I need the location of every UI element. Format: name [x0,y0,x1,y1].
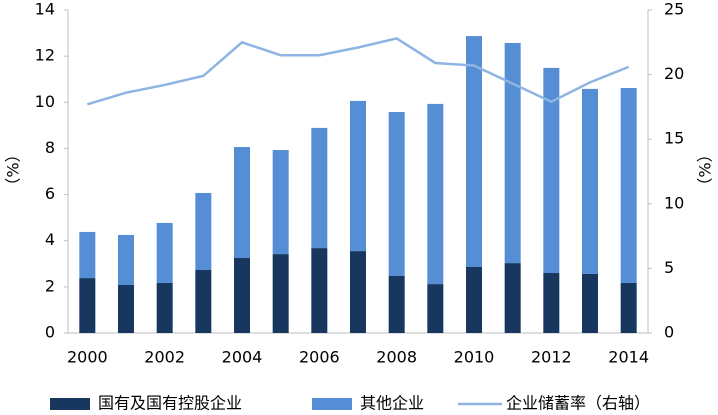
legend-label: 企业储蓄率（右轴） [506,394,650,413]
y2-tick-label: 0 [664,323,674,342]
y-tick-label: 4 [45,230,55,249]
y2-axis-title: （%） [696,146,715,193]
x-tick-label: 2014 [608,348,649,367]
bar [272,150,289,255]
y2-tick-label: 15 [664,129,684,148]
x-tick-label: 2006 [299,348,340,367]
legend-swatch [312,398,352,410]
bar [427,103,444,285]
x-tick-label: 2002 [144,348,185,367]
bar [118,234,134,286]
bar [504,263,521,333]
y-axis-title: （%） [4,146,23,193]
bar [504,42,521,264]
bar [350,100,366,252]
legend-swatch [50,398,90,410]
bar [466,267,482,333]
bar [582,88,598,274]
bar [427,284,444,333]
bar [156,282,173,333]
x-tick-label: 2010 [454,348,495,367]
bar [311,248,328,333]
y2-tick-label: 20 [664,64,684,83]
bar [543,273,560,333]
bar [620,87,637,283]
x-tick-label: 2012 [531,348,572,367]
bar [118,285,134,333]
y-tick-label: 8 [45,138,55,157]
bar [156,222,173,283]
bar [388,276,405,333]
bar [350,251,366,333]
line [86,37,630,106]
y2-tick-label: 10 [664,193,684,212]
y-tick-label: 2 [45,276,55,295]
bar [388,111,405,277]
bar [311,127,328,249]
bar [195,192,212,271]
bar [79,231,96,279]
legend-label: 其他企业 [360,394,424,413]
bar [272,254,289,333]
y-tick-label: 14 [35,0,55,19]
bar [234,258,250,333]
bar [466,36,482,268]
bar [195,270,212,333]
y-tick-label: 6 [45,184,55,203]
bar [234,147,250,259]
y2-tick-label: 25 [664,0,684,19]
y-tick-label: 12 [35,46,55,65]
legend-label: 国有及国有控股企业 [98,394,242,413]
y2-tick-label: 5 [664,258,674,277]
bar [79,278,96,333]
x-tick-label: 2000 [67,348,108,367]
x-tick-label: 2004 [222,348,263,367]
y-tick-label: 0 [45,323,55,342]
bar [620,282,637,333]
bar [543,67,560,274]
bar [582,273,598,333]
y-tick-label: 10 [35,92,55,111]
x-tick-label: 2008 [376,348,417,367]
